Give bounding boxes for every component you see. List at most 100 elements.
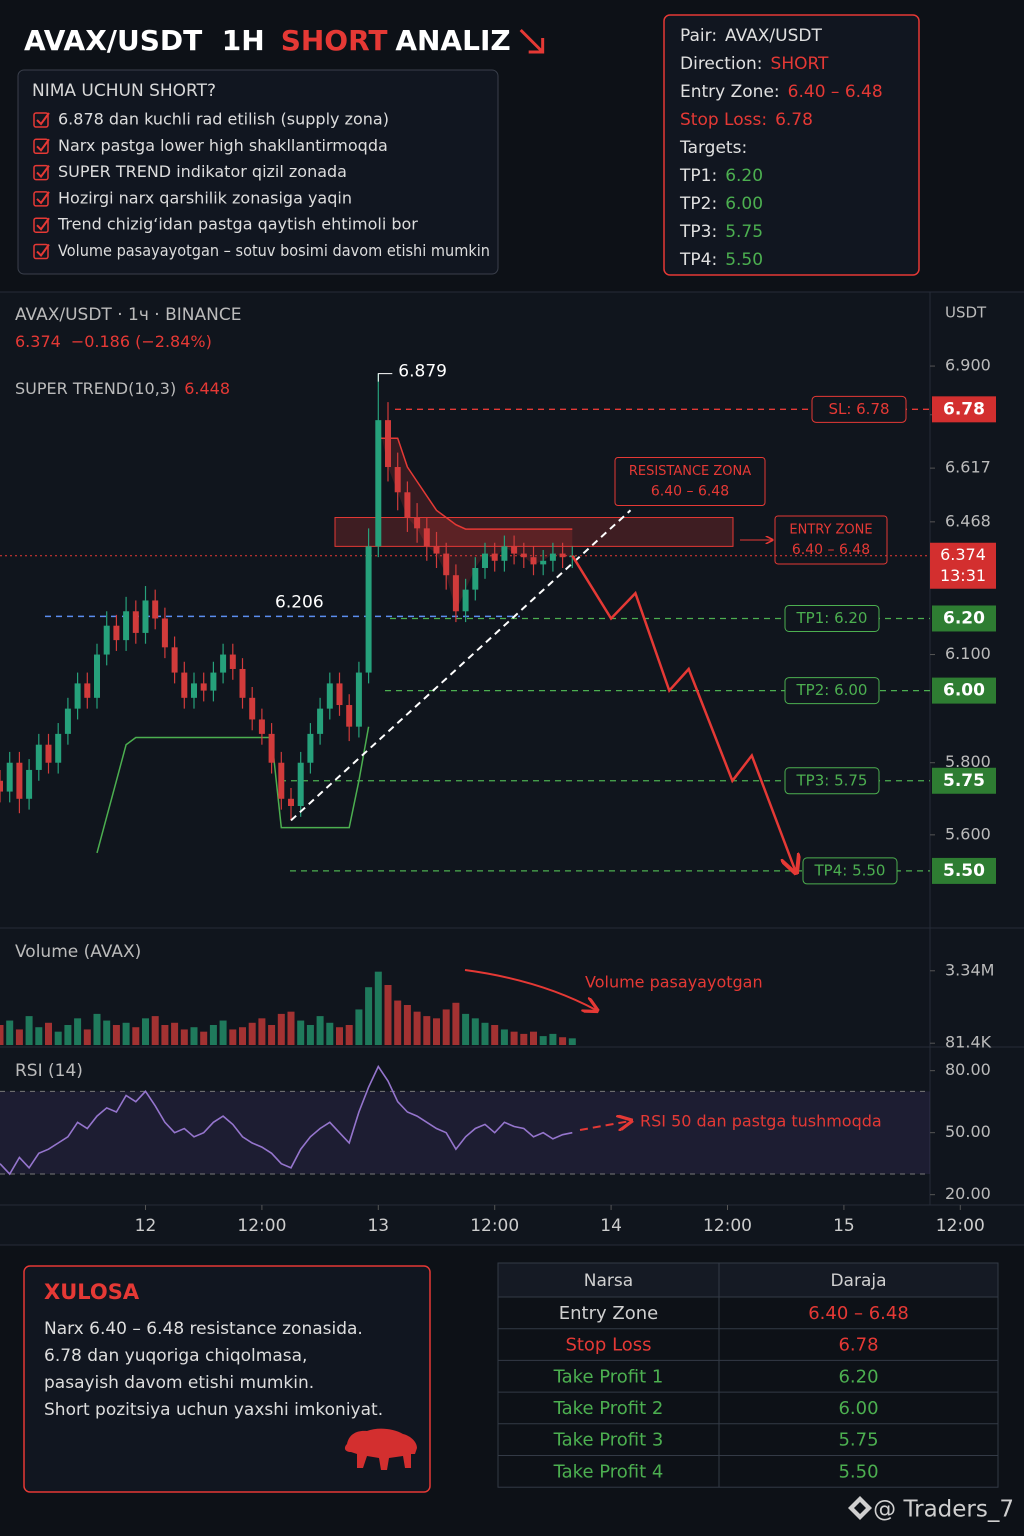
peak-label: 6.879: [398, 362, 447, 382]
candle-body: [443, 553, 450, 576]
candle-body: [288, 798, 294, 806]
candle-body: [45, 744, 52, 763]
trade-value: 6.40 – 6.48: [788, 82, 883, 102]
supertrend-up: [96, 726, 370, 854]
x-tick-label: 12:00: [703, 1216, 752, 1236]
title-word: ANALIZ: [395, 24, 510, 57]
y-tick-label: 50.00: [945, 1122, 991, 1141]
table-cell: 6.40 – 6.48: [808, 1303, 909, 1324]
volume-bar: [481, 1022, 489, 1045]
candle-body: [365, 546, 372, 673]
table-cell: 5.50: [838, 1461, 878, 1482]
table-cell: Take Profit 3: [553, 1430, 664, 1451]
table-cell: Take Profit 1: [553, 1366, 664, 1387]
conclusion-line: Short pozitsiya uchun yaxshi imkoniyat.: [44, 1400, 383, 1420]
checkbox: [33, 217, 49, 233]
y-tick-label: 81.4K: [945, 1033, 992, 1052]
checkbox: [33, 191, 49, 207]
last-price: 6.374: [15, 332, 61, 351]
candle-body: [181, 672, 188, 698]
entry-range: 6.40 – 6.48: [792, 542, 870, 558]
level-label-box: [784, 677, 880, 705]
volume-annotation: Volume pasayayotgan: [585, 973, 763, 992]
current-price-text: 6.374: [940, 545, 986, 564]
watermark: @ Traders_7: [873, 1497, 1014, 1523]
volume-bar: [355, 1009, 363, 1045]
support-label: 6.206: [275, 592, 324, 612]
volume-bar: [374, 971, 382, 1045]
level-label-box: [784, 604, 880, 632]
projection: [571, 555, 795, 871]
y-tick-label: 6.617: [945, 458, 991, 477]
level-badge-text: 6.00: [943, 681, 985, 701]
trade-row: Direction: SHORT: [680, 54, 829, 74]
reason-item: Volume pasayayotgan – sotuv bosimi davom…: [58, 241, 490, 260]
volume-bar: [510, 1031, 518, 1045]
candle-body: [123, 611, 130, 641]
volume-bar: [336, 1027, 343, 1045]
indicator-line: SUPER TREND(10,3) 6.448: [15, 379, 230, 398]
checkmark: [36, 217, 50, 231]
candle-body: [520, 553, 527, 558]
level-label: TP4: 5.50: [814, 861, 886, 879]
y-tick-label: 3.34M: [945, 960, 994, 979]
volume-bar: [15, 1029, 23, 1045]
volume-bar: [180, 1029, 188, 1045]
volume-bar: [559, 1037, 567, 1045]
volume-bar: [452, 1002, 460, 1045]
candle-body: [220, 654, 227, 673]
candle-body: [210, 672, 217, 691]
volume-bar: [200, 1031, 208, 1045]
level-badge: [932, 767, 996, 794]
checkbox: [33, 164, 49, 181]
candle-body: [501, 546, 508, 561]
volume-bar: [530, 1031, 537, 1045]
volume-bar: [83, 1029, 91, 1045]
volume-bar: [345, 1025, 353, 1045]
x-tick-label: 14: [600, 1216, 622, 1236]
candle-body: [414, 517, 421, 529]
panel-title: RSI (14): [15, 1061, 83, 1081]
countdown-text: 13:31: [940, 566, 986, 585]
volume-bar: [384, 985, 392, 1045]
volume-bar: [171, 1022, 179, 1045]
reason-item: Trend chizig‘idan pastga qaytish ehtimol…: [57, 215, 418, 234]
price-line: 6.374 −0.186 (−2.84%): [15, 332, 212, 351]
volume-bar: [122, 1022, 130, 1045]
candle-body: [152, 600, 159, 619]
volume-bar: [268, 1025, 276, 1045]
candle-body: [229, 654, 236, 669]
title-arrow: [519, 28, 545, 54]
volume-bar: [74, 1018, 82, 1045]
candle-body: [161, 618, 168, 648]
y-tick-label: 6.468: [945, 511, 991, 530]
reason-item: Narx pastga lower high shakllantirmoqda: [58, 136, 388, 155]
candle-body: [132, 611, 139, 633]
indicator-value: 6.448: [184, 379, 230, 398]
volume-bar: [403, 1005, 411, 1045]
candle-body: [258, 719, 265, 734]
trade-label: TP3:: [679, 222, 717, 242]
volume-bar: [54, 1031, 62, 1045]
supertrend-down: [378, 437, 573, 530]
checkmark: [36, 165, 50, 179]
title-pair: AVAX/USDT 1H: [24, 24, 265, 57]
volume-bar: [151, 1016, 159, 1045]
panel-title: Volume (AVAX): [15, 942, 141, 962]
candle-body: [530, 557, 537, 565]
entry-title: ENTRY ZONE: [789, 522, 872, 537]
level-label-box: [784, 767, 880, 795]
level-badge-text: 5.50: [943, 861, 985, 881]
y-tick-label: 20.00: [945, 1184, 991, 1203]
candle-body: [385, 420, 391, 468]
candle-body: [355, 672, 362, 727]
volume-bar: [442, 1009, 450, 1045]
volume-bar: [433, 1018, 440, 1045]
candle-body: [336, 683, 343, 706]
trade-label: Targets:: [679, 138, 747, 158]
resistance-range: 6.40 – 6.48: [651, 484, 729, 500]
volume-bar: [239, 1027, 246, 1045]
volume-bar: [297, 1020, 305, 1045]
